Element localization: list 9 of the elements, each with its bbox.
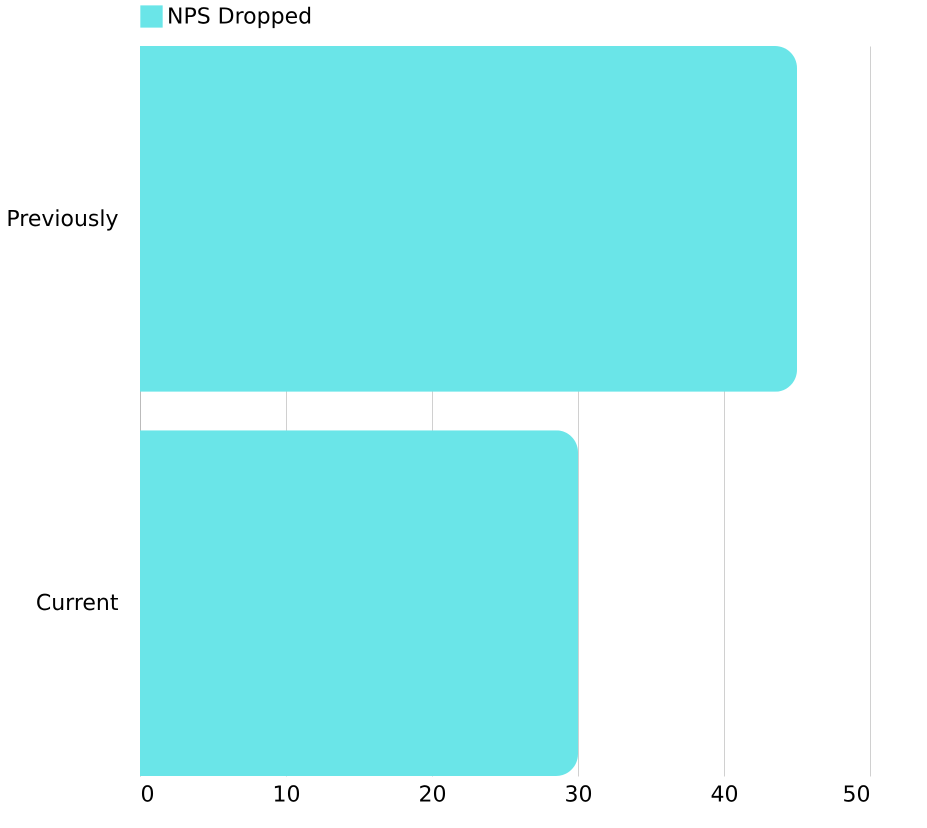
x-tick-label: 20	[418, 782, 446, 808]
x-tick-label: 30	[564, 782, 592, 808]
y-tick-label: Current	[36, 591, 119, 616]
x-tick-label: 10	[272, 782, 300, 808]
legend-label: NPS Dropped	[167, 4, 312, 30]
x-tick-label: 0	[140, 782, 154, 808]
x-tick-label: 50	[842, 782, 870, 808]
y-tick-label: Previously	[6, 206, 118, 232]
x-tick-label: 40	[710, 782, 738, 808]
